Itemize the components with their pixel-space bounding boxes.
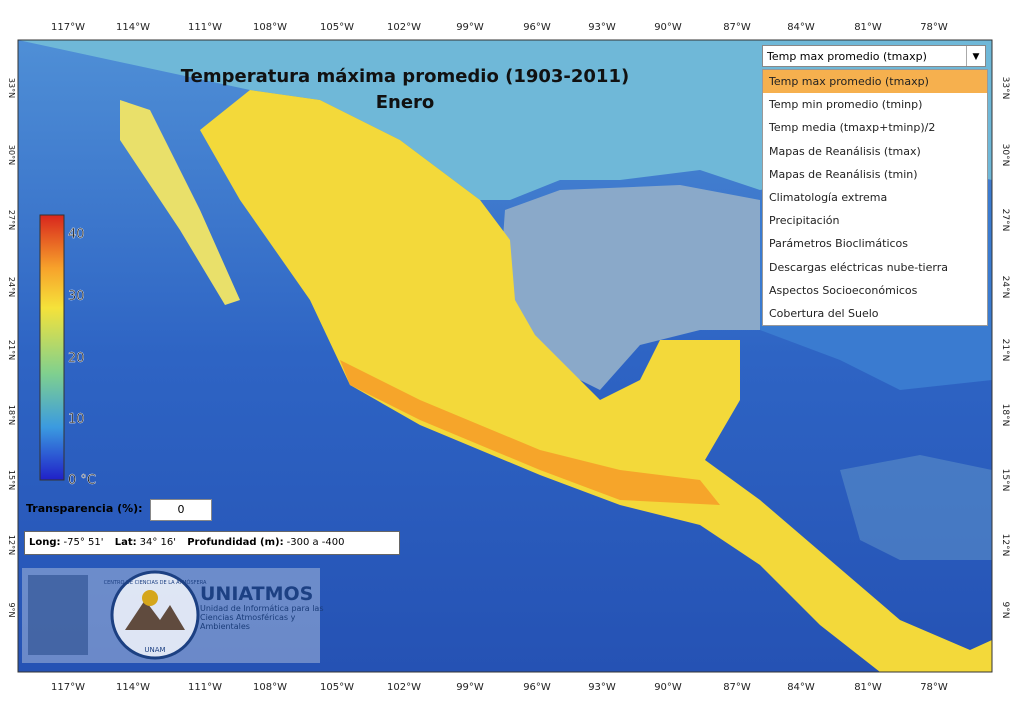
- lat-label-left: 30°N: [7, 145, 16, 165]
- lon-label-bottom: 87°W: [723, 682, 751, 693]
- dropdown-option[interactable]: Mapas de Reanálisis (tmax): [769, 144, 921, 158]
- logo-desc-box: Unidad de Informática para las Ciencias …: [200, 604, 324, 631]
- lat-value: 34° 16': [139, 537, 177, 548]
- lat-label-left: 12°N: [7, 535, 16, 555]
- transparency-input[interactable]: 0: [150, 499, 212, 521]
- shelf: [840, 455, 992, 560]
- colorbar-label: 30: [68, 289, 85, 304]
- colorbar-label: 20: [68, 351, 85, 366]
- long-value: -75° 51': [63, 537, 104, 548]
- dropdown-option[interactable]: Climatología extrema: [769, 190, 888, 204]
- warm-coast: [340, 360, 720, 505]
- lat-label-left: 21°N: [7, 340, 16, 360]
- map-subtitle: Enero: [376, 92, 435, 113]
- dropdown-option[interactable]: Temp max promedio (tmaxp): [763, 70, 987, 94]
- lon-label-top: 87°W: [723, 22, 751, 33]
- lon-label-bottom: 99°W: [456, 682, 484, 693]
- dropdown-option[interactable]: Precipitación: [769, 214, 840, 228]
- lon-label-top: 99°W: [456, 22, 484, 33]
- unam-shield: [28, 575, 88, 655]
- dropdown-arrow[interactable]: ▼: [966, 46, 985, 66]
- lon-label-top: 93°W: [588, 22, 616, 33]
- lon-label-bottom: 114°W: [116, 682, 150, 693]
- dropdown-option[interactable]: Descargas eléctricas nube-tierra: [769, 260, 948, 274]
- colorbar-label: 40: [68, 227, 85, 242]
- lon-label-top: 105°W: [320, 22, 354, 33]
- lat-label-left: 9°N: [7, 602, 16, 617]
- lon-label-top: 114°W: [116, 22, 150, 33]
- lon-label-bottom: 117°W: [51, 682, 85, 693]
- colorbar-label: 10: [68, 412, 85, 427]
- lat-label-right: 30°N: [1000, 144, 1010, 167]
- lat-label-left: 18°N: [7, 405, 16, 425]
- dropdown-option[interactable]: Temp media (tmaxp+tminp)/2: [769, 121, 936, 135]
- colorbar-label: 0 °C: [68, 473, 96, 488]
- colorbar: [39, 214, 65, 481]
- gulf: [500, 185, 760, 390]
- lon-label-bottom: 90°W: [654, 682, 682, 693]
- mainland: [200, 90, 992, 672]
- map-title: Temperatura máxima promedio (1903-2011): [181, 66, 629, 87]
- logo-ring-text: CENTRO DE CIENCIAS DE LA ATMÓSFERA: [104, 579, 207, 586]
- options-list: Temp max promedio (tmaxp) Temp min promed…: [762, 69, 988, 327]
- lon-label-top: 84°W: [787, 22, 815, 33]
- lon-label-top: 81°W: [854, 22, 882, 33]
- lat-label-right: 18°N: [1000, 404, 1010, 427]
- dropdown-option[interactable]: Mapas de Reanálisis (tmin): [769, 167, 918, 181]
- lon-label-bottom: 78°W: [920, 682, 948, 693]
- info-box: Long: -75° 51' Lat: 34° 16' Profundidad (m…: [24, 531, 400, 555]
- lon-label-bottom: 93°W: [588, 682, 616, 693]
- logo-name: UNIATMOS: [200, 583, 313, 605]
- lon-label-bottom: 111°W: [188, 682, 222, 693]
- lat-label: Lat:: [114, 537, 137, 548]
- lon-label-bottom: 105°W: [320, 682, 354, 693]
- lon-label-top: 96°W: [523, 22, 551, 33]
- lon-label-top: 117°W: [51, 22, 85, 33]
- selected-option: Temp max promedio (tmaxp): [767, 50, 927, 63]
- dropdown-option[interactable]: Temp min promedio (tminp): [769, 98, 923, 112]
- depth-value: -300 a -400: [286, 537, 345, 548]
- depth-label: Profundidad (m):: [187, 537, 284, 548]
- long-label: Long:: [29, 537, 61, 548]
- lon-label-bottom: 102°W: [387, 682, 421, 693]
- lat-label-left: 15°N: [7, 470, 16, 490]
- lon-label-top: 111°W: [188, 22, 222, 33]
- transparency-label: Transparencia (%):: [26, 502, 143, 515]
- lon-label-top: 90°W: [654, 22, 682, 33]
- lat-label-right: 15°N: [1000, 469, 1010, 492]
- lat-label-right: 12°N: [1000, 534, 1010, 557]
- lat-label-right: 27°N: [1000, 209, 1010, 232]
- baja-california: [120, 100, 240, 305]
- logo-sun: [142, 590, 158, 606]
- lat-label-right: 9°N: [1000, 602, 1010, 619]
- usa-land: [18, 40, 992, 200]
- dropdown-option[interactable]: Cobertura del Suelo: [769, 306, 879, 320]
- lon-label-top: 108°W: [253, 22, 287, 33]
- lat-label-right: 33°N: [1000, 77, 1010, 100]
- lat-label-right: 24°N: [1000, 276, 1010, 299]
- lon-label-top: 78°W: [920, 22, 948, 33]
- lon-label-bottom: 96°W: [523, 682, 551, 693]
- lat-label-left: 24°N: [7, 277, 16, 297]
- dropdown-option[interactable]: Aspectos Socioeconómicos: [769, 283, 918, 297]
- dropdown-option[interactable]: Parámetros Bioclimáticos: [769, 237, 909, 251]
- lon-label-bottom: 84°W: [787, 682, 815, 693]
- lon-label-bottom: 108°W: [253, 682, 287, 693]
- logo-mountain: [125, 600, 185, 630]
- map-frame: [17, 39, 993, 673]
- lat-label-left: 33°N: [7, 78, 16, 98]
- lon-label-bottom: 81°W: [854, 682, 882, 693]
- logo: CENTRO DE CIENCIAS DE LA ATMÓSFERA UNAM …: [22, 568, 320, 663]
- lat-label-right: 21°N: [1000, 339, 1010, 362]
- lat-label-left: 27°N: [7, 210, 16, 230]
- lon-label-top: 102°W: [387, 22, 421, 33]
- logo-description: Unidad de Informática para las Ciencias …: [200, 604, 324, 631]
- layer-select[interactable]: Temp max promedio (tmaxp) ▼: [762, 45, 986, 67]
- logo-unam: UNAM: [144, 646, 165, 654]
